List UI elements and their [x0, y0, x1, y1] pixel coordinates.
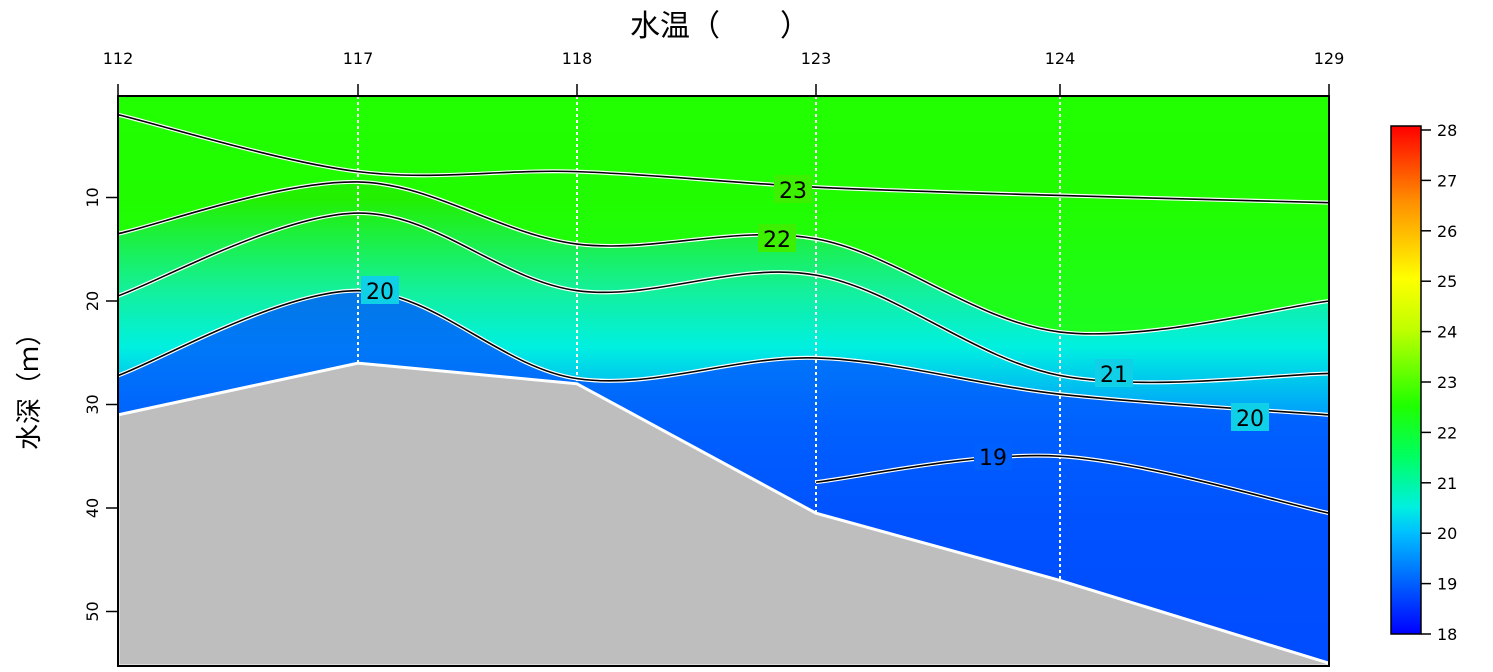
- chart-title: 水温（ ）: [630, 9, 810, 44]
- colorbar-tick-label: 25: [1437, 272, 1457, 291]
- isotherm-label-bg: [361, 276, 399, 304]
- y-axis-label: 水深（ｍ）: [15, 320, 45, 450]
- y-tick-label: 40: [83, 498, 102, 518]
- x-tick-label: 124: [1045, 49, 1076, 68]
- x-tick-label: 123: [801, 49, 832, 68]
- isotherm-labels: 23 22 21 20 20 19: [361, 175, 1269, 471]
- x-axis-ticks: 112 117 118 123 124 129: [103, 49, 1345, 96]
- warm-surface-band: [118, 96, 1329, 334]
- colorbar-tick-label: 19: [1437, 575, 1457, 594]
- y-axis-ticks: 10 20 30 40 50: [83, 187, 118, 622]
- y-tick-label: 20: [83, 291, 102, 311]
- isotherm-line: [118, 181, 1329, 335]
- plot-frame: [117, 95, 1330, 667]
- colorbar-tick-label: 24: [1437, 323, 1457, 342]
- y-tick-label: 50: [83, 601, 102, 621]
- colorbar-tick-label: 23: [1437, 373, 1457, 392]
- isotherm-label-bg: [774, 175, 812, 203]
- x-tick-label: 118: [562, 49, 593, 68]
- isotherm-label: 20: [1236, 407, 1264, 432]
- colorbar-ticks: 18 19 20 21 22 23 24 25 26 27 28: [1421, 121, 1457, 644]
- isotherm-label-bg: [1095, 359, 1133, 387]
- colorbar: 18 19 20 21 22 23 24 25 26 27 28: [1390, 121, 1457, 644]
- isotherm-label: 22: [763, 228, 791, 253]
- colorbar-tick-label: 27: [1437, 171, 1457, 190]
- x-tick-label: 112: [103, 49, 134, 68]
- isotherm-line: [118, 289, 1329, 416]
- isotherm-label-bg: [758, 224, 796, 252]
- isotherm-label: 20: [366, 280, 394, 305]
- station-lines: [118, 96, 1329, 664]
- isotherm-label-bg: [974, 442, 1012, 470]
- warm-surface-fill: [118, 96, 1329, 334]
- isotherm-line: [815, 454, 1329, 514]
- isotherm-label: 21: [1100, 363, 1128, 388]
- colorbar-tick-label: 28: [1437, 121, 1457, 140]
- colorbar-gradient: [1390, 125, 1422, 635]
- x-tick-label: 117: [343, 49, 374, 68]
- y-tick-label: 30: [83, 394, 102, 414]
- colorbar-tick-label: 26: [1437, 222, 1457, 241]
- isotherm-line: [118, 113, 1329, 204]
- colorbar-tick-label: 21: [1437, 474, 1457, 493]
- colorbar-tick-label: 22: [1437, 423, 1457, 442]
- x-tick-label: 129: [1314, 49, 1345, 68]
- plot-area: 23 22 21 20 20 19: [118, 96, 1329, 666]
- isotherm-label: 23: [779, 179, 807, 204]
- isotherm-label-bg: [1231, 403, 1269, 431]
- colorbar-tick-label: 18: [1437, 625, 1457, 644]
- isotherm-label: 19: [979, 446, 1007, 471]
- seabed: [118, 361, 1329, 666]
- y-tick-label: 10: [83, 187, 102, 207]
- colorbar-tick-label: 20: [1437, 524, 1457, 543]
